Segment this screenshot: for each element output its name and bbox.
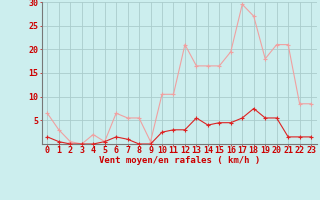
X-axis label: Vent moyen/en rafales ( km/h ): Vent moyen/en rafales ( km/h ) (99, 156, 260, 165)
